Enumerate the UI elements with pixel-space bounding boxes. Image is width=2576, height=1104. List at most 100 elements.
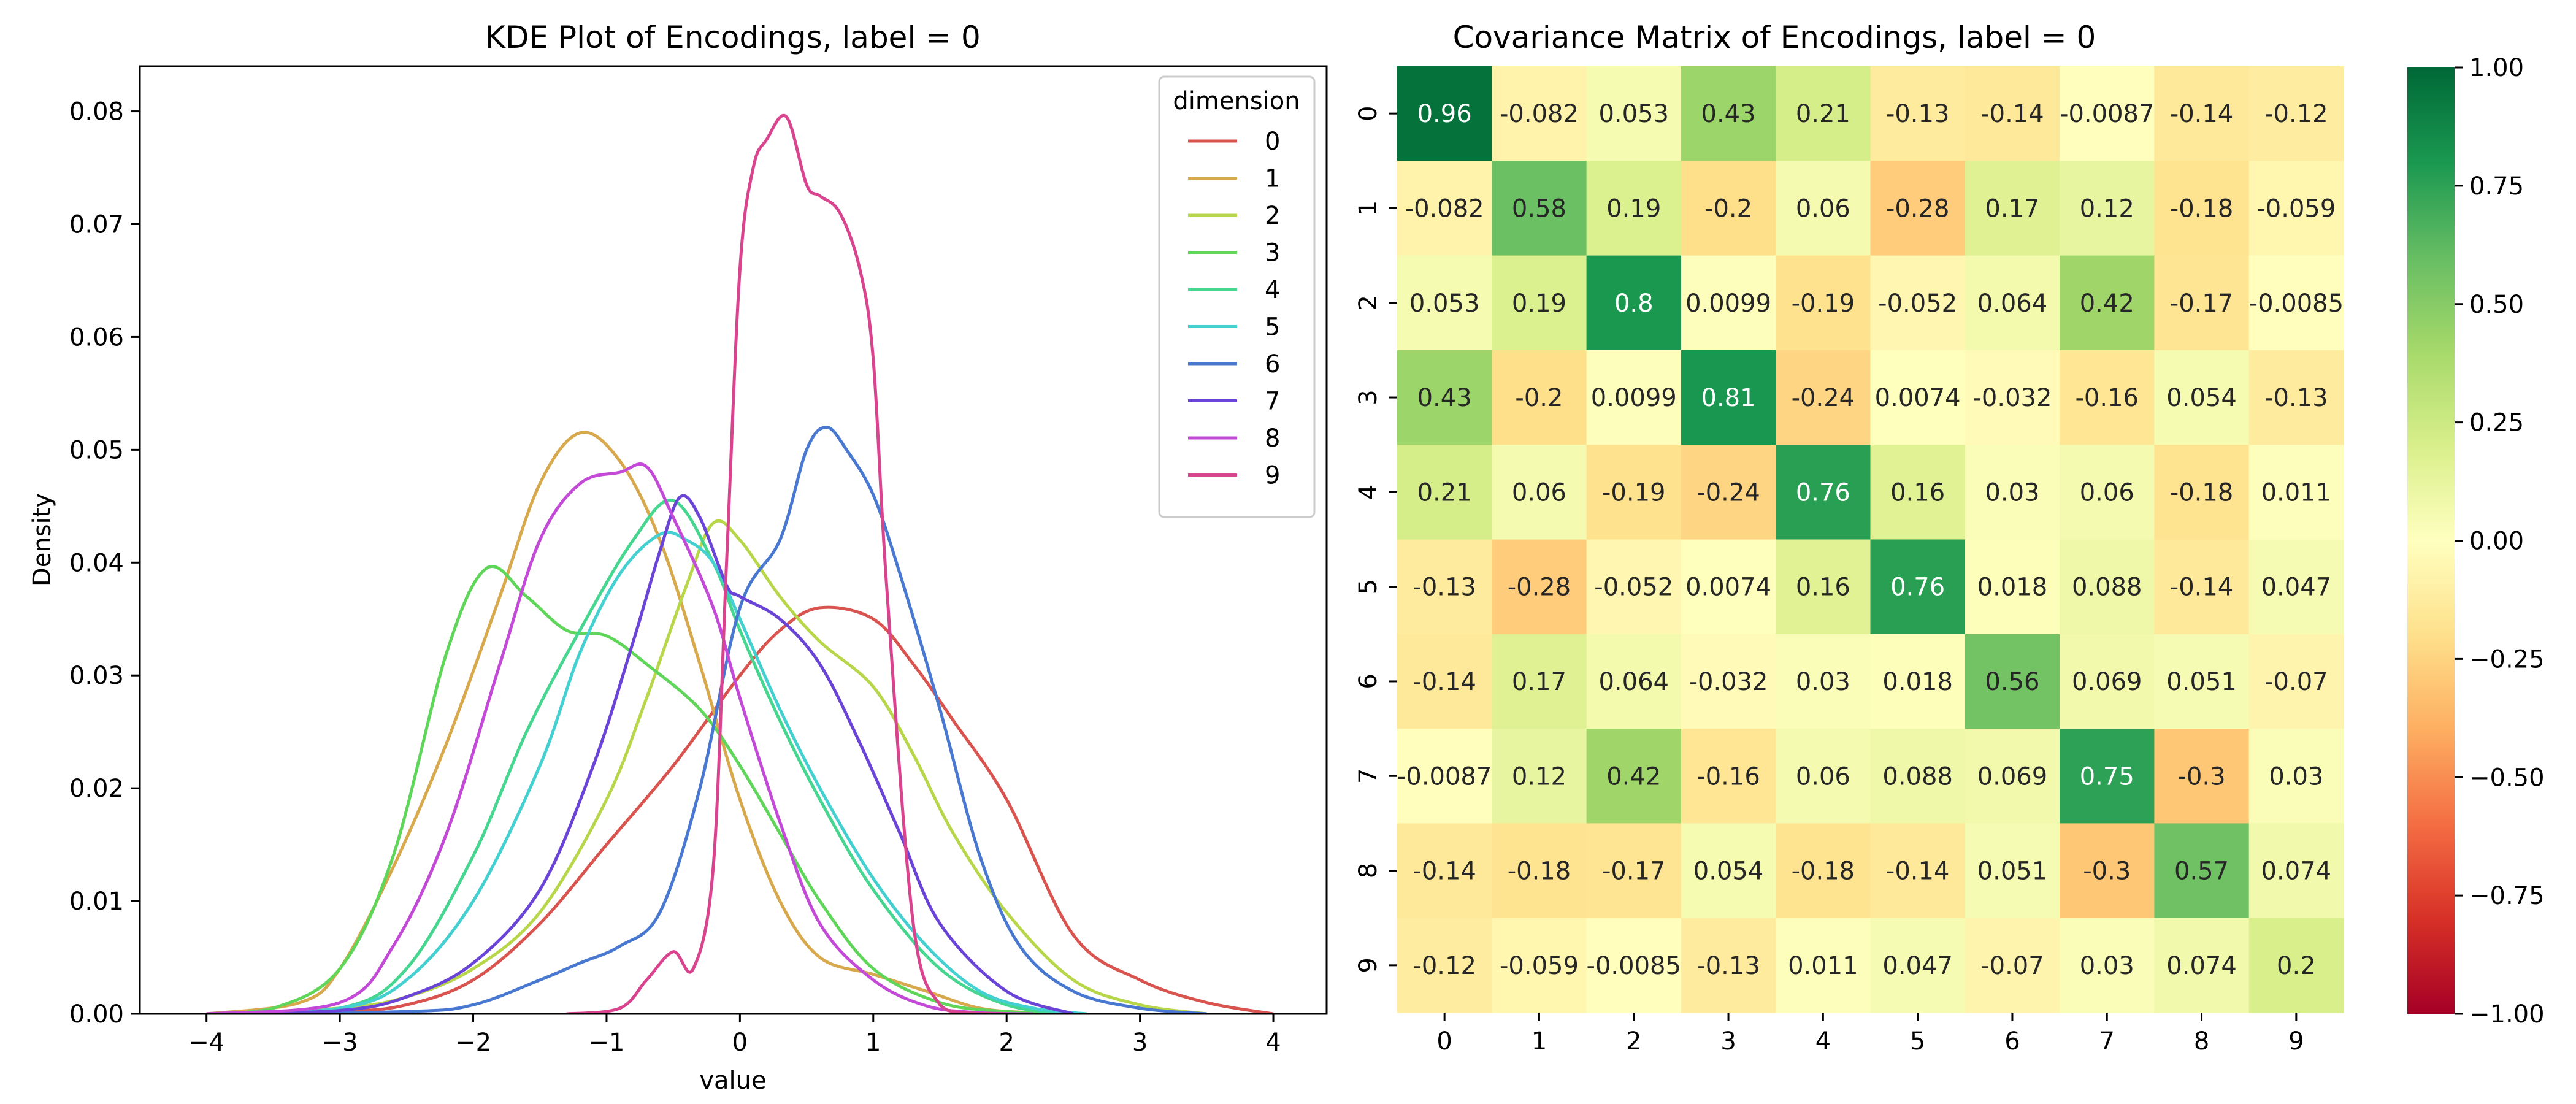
heatmap-cell [1870,161,1966,256]
y-tick-label: 0.07 [69,211,124,239]
heatmap-cell [1776,918,1871,1013]
heatmap-cell [2154,823,2250,919]
heatmap-cell [1492,445,1587,540]
heatmap-x-tick-label: 0 [1436,1027,1452,1056]
heatmap-cell-label: -0.07 [1980,952,2044,980]
heatmap-cell [1397,634,1492,729]
heatmap-cell [1492,634,1587,729]
heatmap-cell-label: -0.3 [2083,857,2131,886]
heatmap-cell [1776,161,1871,256]
heatmap-cell-label: 0.074 [2261,857,2332,886]
x-tick-label: 3 [1132,1029,1148,1057]
heatmap-cell-label: 0.03 [1796,668,1850,696]
heatmap-x-tick-label: 7 [2099,1027,2115,1056]
heatmap-cell [1870,255,1966,351]
heatmap-cell-label: -0.28 [1886,194,1950,223]
heatmap-y-tick-label: 8 [1354,863,1382,878]
heatmap-cell-label: 0.069 [1977,762,2048,791]
heatmap-cell-label: 0.16 [1796,573,1850,602]
heatmap-cell-label: 0.12 [2080,194,2134,223]
heatmap-y-tick-label: 6 [1354,673,1382,689]
heatmap-cell-label: -0.17 [2170,289,2234,318]
heatmap-cell-label: 0.047 [1882,952,1953,980]
heatmap-cell [1397,255,1492,351]
x-tick-label: 0 [732,1029,748,1057]
heatmap-cell [1397,729,1492,824]
colorbar-tick-label: 0.50 [2469,291,2524,319]
heatmap-cell-label: 0.8 [1614,289,1654,318]
colorbar-tick-label: 0.25 [2469,409,2524,437]
heatmap-cell [1492,161,1587,256]
heatmap-cell [1492,66,1587,161]
heatmap-cell-label: -0.18 [2170,194,2234,223]
heatmap-x-ticks: 0 1 2 3 4 5 6 7 8 9 [1436,1013,2304,1056]
heatmap-cell-label: 0.0099 [1591,384,1677,412]
kde-title: KDE Plot of Encodings, label = 0 [485,20,981,55]
heatmap-cell-label: 0.43 [1417,384,1472,412]
heatmap-cell [2248,729,2344,824]
heatmap-cell-label: -0.0087 [2060,100,2154,128]
kde-y-axis-label: Density [28,493,56,586]
heatmap-cell-label: 0.76 [1796,478,1850,507]
heatmap-cell [1492,255,1587,351]
heatmap-cell [1965,918,2060,1013]
heatmap-cell-label: 0.051 [1977,857,2048,886]
heatmap-cell [1492,350,1587,445]
heatmap-cell [1397,918,1492,1013]
kde-curve-dimension-6 [206,426,1207,1014]
heatmap-cell [2248,161,2344,256]
heatmap-cell [1492,823,1587,919]
heatmap-cell-label: 0.064 [1598,668,1669,696]
heatmap-cell [1965,539,2060,635]
colorbar-tick-label: −0.75 [2469,882,2545,910]
heatmap-cell-label: 0.064 [1977,289,2048,318]
kde-curve-dimension-9 [566,113,1007,1014]
heatmap-cell [2060,255,2155,351]
heatmap-cell-label: 0.42 [2080,289,2134,318]
legend-label-2: 2 [1265,202,1280,230]
heatmap-cell-label: -0.2 [1704,194,1752,223]
heatmap-cell-label: -0.14 [1980,100,2044,128]
legend-label-7: 7 [1265,388,1280,416]
heatmap-cell [1776,350,1871,445]
heatmap-cell [1870,823,1966,919]
legend-frame [1158,75,1316,518]
heatmap-cell [2154,161,2250,256]
heatmap-cell-label: 0.57 [2174,857,2229,886]
heatmap-cell-label: 0.018 [1882,668,1953,696]
y-tick-label: 0.08 [69,98,124,126]
heatmap-cell-label: -0.28 [1508,573,1571,602]
colorbar-tick-label: −1.00 [2469,1000,2545,1029]
heatmap-title: Covariance Matrix of Encodings, label = … [1453,20,2096,55]
heatmap-cell [1586,539,1682,635]
heatmap-cell [1965,729,2060,824]
heatmap-cell-label: -0.14 [1886,857,1950,886]
heatmap-cell [2248,823,2344,919]
heatmap-cell-label: 0.011 [2261,478,2332,507]
colorbar-tick-label: 0.00 [2469,527,2524,556]
x-tick-label: −4 [188,1029,224,1057]
x-tick-label: 2 [999,1029,1014,1057]
legend-title: dimension [1173,87,1300,115]
heatmap-x-tick-label: 4 [1815,1027,1831,1056]
heatmap-cell-label: -0.059 [1500,952,1579,980]
heatmap-y-tick-label: 0 [1354,105,1382,121]
heatmap-cell [2248,634,2344,729]
y-tick-label: 0.03 [69,662,124,690]
heatmap-cell-label: 0.75 [2080,762,2134,791]
heatmap-cell [2248,66,2344,161]
heatmap-cell [1681,823,1776,919]
heatmap-cell-label: -0.18 [2170,478,2234,507]
heatmap-cell [2060,729,2155,824]
heatmap-cell-label: -0.14 [1413,857,1476,886]
heatmap-cell-label: -0.14 [2170,100,2234,128]
heatmap-cell-label: -0.19 [1792,289,1855,318]
heatmap-cell-label: 0.053 [1409,289,1480,318]
heatmap-cell-label: -0.17 [1602,857,1666,886]
heatmap-cell [2248,918,2344,1013]
heatmap-cell-label: 0.018 [1977,573,2048,602]
heatmap-cell [1586,255,1682,351]
x-tick-label: 4 [1265,1029,1281,1057]
heatmap-cell [1681,66,1776,161]
kde-panel: KDE Plot of Encodings, label = 0 −4 −3 −2−… [28,20,1328,1095]
